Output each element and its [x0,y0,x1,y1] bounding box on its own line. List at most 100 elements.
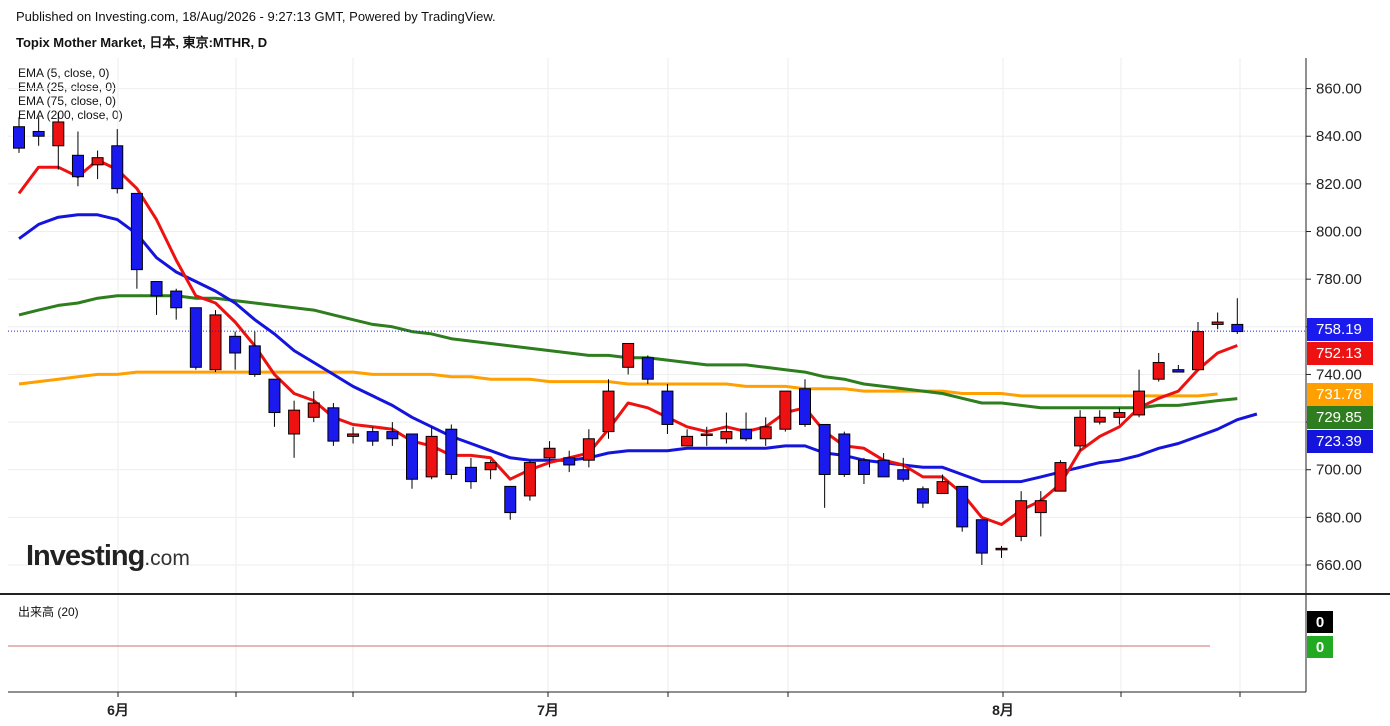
candle-down [916,486,929,508]
candle-up [425,426,438,480]
candle-body [956,485,969,528]
candle-down [406,433,418,489]
candle-up [91,150,104,180]
logo-tld: .com [144,547,190,570]
candle-down [130,192,143,289]
candle-down [641,355,654,384]
candle-up [700,426,713,446]
candle-down [504,485,517,520]
candle-up [1015,491,1028,542]
candle-up [622,342,635,375]
y-tick-label: 800.00 [1316,224,1362,241]
candle-body [464,466,477,483]
candle-up [307,391,320,423]
candle-up [1054,460,1067,492]
candle-body [740,428,753,440]
candle-body [111,145,124,190]
candle-body [1093,416,1106,423]
candle-up [209,310,222,373]
candle-down [838,431,851,477]
candle-down [229,331,242,370]
price-labels: 758.19 752.13 731.78 729.85 723.39 0 0 [1307,318,1373,658]
ema200-value-badge-bg [1307,383,1373,406]
candle-body [1015,500,1028,537]
ema25-value-badge: 723.39 [1316,433,1362,450]
candle-down [71,131,84,187]
candle-body [661,390,674,425]
candle-body [641,357,654,380]
y-tick-label: 660.00 [1316,557,1362,574]
candle-body [13,126,25,149]
ema-legend: EMA (5, close, 0) EMA (25, close, 0) EMA… [18,66,123,122]
candle-body [995,547,1008,551]
candle-up [602,379,615,439]
candle-down [897,457,910,482]
candle-up [995,545,1008,558]
candle-body [445,428,458,475]
candle-body [1211,321,1224,325]
candle-body [602,390,615,433]
candle-down [464,457,477,489]
candle-down [366,426,379,446]
candle-body [288,409,301,435]
candle-up [1133,369,1146,418]
candle-down [818,423,831,508]
candle-up [1211,312,1224,330]
candle-up [1152,353,1165,382]
candle-body [1172,369,1185,373]
y-tick-label: 780.00 [1316,271,1362,288]
candle-down [268,378,281,427]
last-price-badge-bg [1307,318,1373,341]
candle-body [484,462,497,471]
symbol-title: Topix Mother Market, 日本, 東京:MTHR, D [16,35,268,50]
candle-body [700,433,713,436]
candle-down [32,117,45,146]
candle-body [1054,462,1067,492]
investing-logo: Investing.com [26,540,190,573]
candle-down [445,424,458,480]
candle-up [1074,410,1087,451]
candle-down [857,457,870,485]
candle-down [111,129,124,194]
candle-body [189,307,202,368]
ema25-value-badge-bg [1307,430,1373,453]
candle-up [347,426,360,444]
candle-body [386,431,399,440]
candle-down [150,281,163,315]
candle-body [877,459,890,478]
candle-body [52,121,65,147]
x-tick-label: 8月 [992,702,1014,718]
ema25-line [18,213,1258,484]
candle-body [209,314,222,371]
last-price-badge: 758.19 [1316,321,1362,338]
published-note: Published on Investing.com, 18/Aug/2026 … [16,9,496,24]
candle-up [720,412,733,444]
ema5-value-badge: 752.13 [1316,345,1362,362]
candle-body [327,407,340,442]
candle-body [622,342,635,368]
ema-legend-item: EMA (25, close, 0) [18,80,117,94]
y-tick-label: 700.00 [1316,462,1362,479]
candle-body [150,281,163,297]
candle-body [170,290,183,309]
candle-up [779,390,792,432]
candle-body [838,433,851,475]
y-tick-label: 740.00 [1316,366,1362,383]
volume-badge: 0 [1316,614,1324,631]
candle-down [975,519,988,565]
candle-body [563,457,576,466]
ema5-line [17,158,1238,526]
volume-badge: 0 [1316,639,1324,656]
candle-body [916,488,929,504]
ema-legend-item: EMA (75, close, 0) [18,94,117,108]
candle-body [248,345,261,375]
candle-body [857,459,870,475]
y-tick-label: 860.00 [1316,81,1362,98]
candle-body [759,426,772,440]
candle-body [71,154,84,178]
candle-body [229,335,242,354]
candle-down [1231,298,1244,334]
candle-up [543,441,556,468]
y-tick-label: 680.00 [1316,509,1362,526]
